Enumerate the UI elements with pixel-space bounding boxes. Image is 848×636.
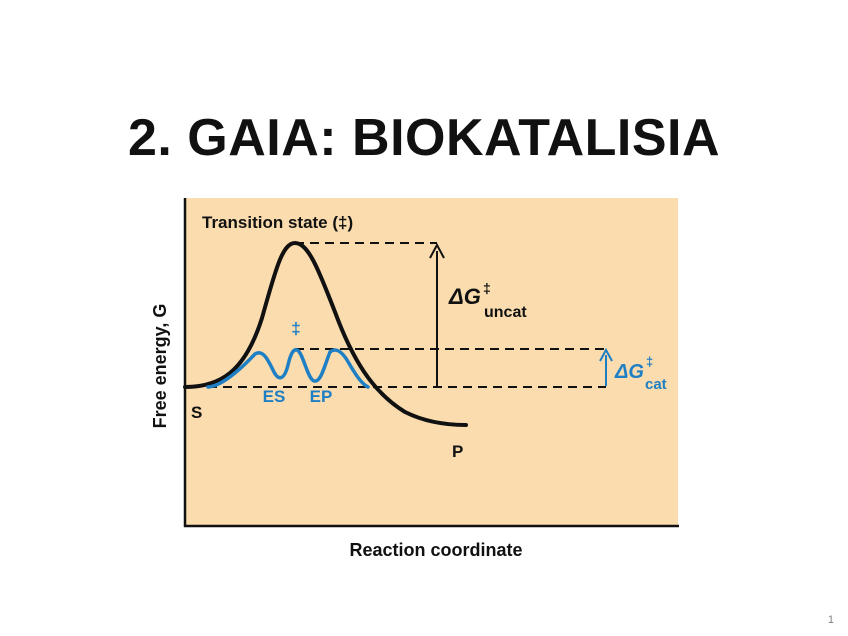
delta-g-cat-superscript: ‡: [646, 354, 653, 369]
delta-g-uncat-symbol: ΔG: [448, 284, 481, 309]
delta-g-uncat-superscript: ‡: [483, 280, 491, 296]
delta-g-uncat-label: ΔG: [448, 284, 481, 309]
slide-title: 2. GAIA: BIOKATALISIA: [127, 109, 721, 167]
transition-state-label: Transition state (‡): [202, 213, 353, 232]
catalyzed-curve: [206, 348, 370, 389]
delta-g-cat-arrowhead: [599, 347, 613, 362]
page-number: 1: [827, 614, 834, 626]
delta-g-uncat-subscript: uncat: [484, 304, 527, 321]
ep-label: EP: [310, 387, 333, 406]
x-axis-label: Reaction coordinate: [349, 540, 522, 560]
y-axis-label: Free energy, G: [150, 304, 170, 429]
delta-g-cat-symbol: ΔG: [614, 361, 644, 383]
plot-panel: [185, 198, 678, 526]
delta-g-uncat-arrowhead: [429, 242, 445, 259]
es-label: ES: [263, 387, 286, 406]
substrate-label: S: [191, 403, 202, 422]
delta-g-cat-label: ΔG: [614, 361, 644, 383]
delta-g-cat-subscript: cat: [645, 376, 667, 393]
uncatalyzed-curve: [183, 240, 468, 427]
catalyzed-transition-marker: ‡: [291, 319, 300, 338]
product-label: P: [452, 442, 463, 461]
